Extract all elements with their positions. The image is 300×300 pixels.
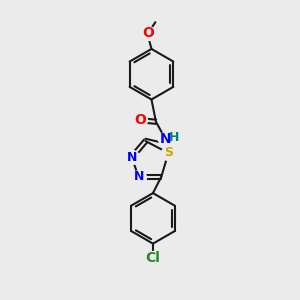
Text: N: N <box>126 151 137 164</box>
Text: N: N <box>160 132 171 146</box>
Text: N: N <box>134 170 144 183</box>
Text: Cl: Cl <box>146 251 160 265</box>
Text: O: O <box>142 26 154 40</box>
Text: O: O <box>135 113 146 127</box>
Text: H: H <box>169 131 180 144</box>
Text: S: S <box>164 146 173 160</box>
